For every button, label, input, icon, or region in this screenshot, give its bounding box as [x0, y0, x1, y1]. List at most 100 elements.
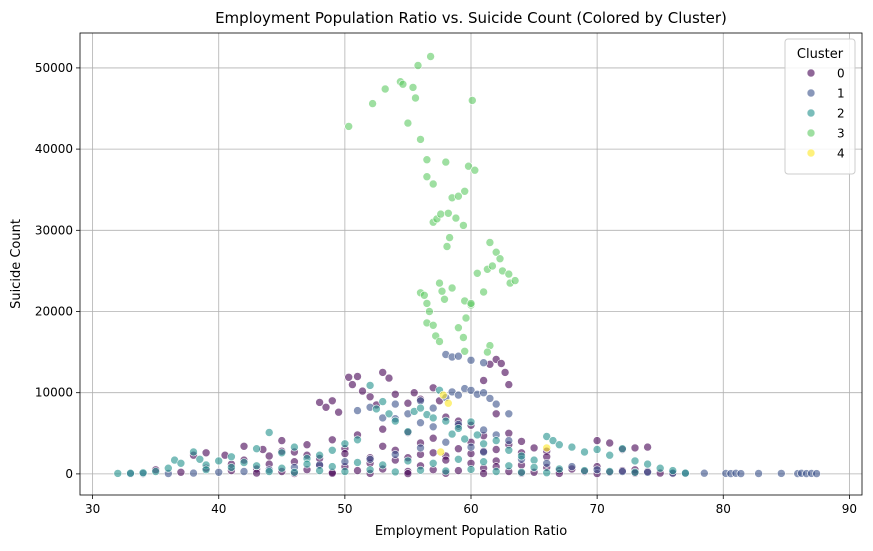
data-point-cluster-1: [567, 462, 577, 471]
data-point-cluster-3: [380, 84, 390, 94]
data-point-cluster-0: [176, 467, 186, 477]
data-point-cluster-2: [618, 444, 627, 454]
x-tick-label: 40: [211, 502, 226, 516]
data-point-cluster-0: [378, 368, 388, 377]
data-point-cluster-3: [436, 209, 446, 219]
data-point-cluster-2: [447, 429, 457, 439]
legend-box: [784, 38, 856, 175]
data-point-cluster-1: [365, 454, 375, 464]
data-point-cluster-2: [264, 467, 274, 476]
data-point-cluster-3: [428, 179, 438, 189]
x-tick-label: 80: [716, 502, 731, 516]
data-point-cluster-2: [441, 416, 451, 426]
data-point-cluster-1: [542, 458, 552, 468]
data-point-cluster-3: [461, 313, 471, 323]
legend-marker: [806, 148, 816, 158]
data-points: [113, 52, 821, 479]
data-point-cluster-2: [529, 455, 539, 465]
data-point-cluster-2: [529, 463, 539, 472]
data-point-cluster-3: [447, 283, 457, 293]
legend-marker: [806, 88, 816, 98]
data-point-cluster-1: [378, 413, 388, 423]
data-point-cluster-2: [517, 467, 526, 477]
data-point-cluster-0: [409, 388, 419, 398]
data-point-cluster-2: [580, 447, 589, 457]
data-point-cluster-0: [340, 449, 350, 458]
data-point-cluster-1: [479, 425, 488, 435]
data-point-cluster-3: [437, 286, 447, 296]
y-tick-label: 40000: [35, 142, 73, 156]
y-tick-label: 10000: [35, 386, 73, 400]
data-point-cluster-3: [422, 299, 432, 308]
data-point-cluster-2: [315, 466, 324, 475]
y-axis-ticks: 0 10000 20000 30000 40000 50000: [35, 61, 80, 481]
data-point-cluster-1: [214, 467, 223, 477]
data-point-cluster-0: [643, 442, 652, 452]
y-tick-label: 30000: [35, 223, 73, 237]
data-point-cluster-1: [189, 468, 198, 478]
data-point-cluster-2: [302, 459, 312, 469]
legend-marker: [806, 128, 816, 138]
data-point-cluster-3: [451, 213, 461, 223]
data-point-cluster-0: [334, 407, 343, 417]
data-point-cluster-3: [479, 287, 488, 297]
data-point-cluster-3: [495, 254, 505, 264]
data-point-cluster-2: [592, 445, 602, 454]
data-point-cluster-0: [428, 448, 438, 458]
data-point-cluster-3: [435, 337, 444, 346]
legend-items: 0 1 2 3 4: [806, 67, 845, 161]
data-point-cluster-3: [413, 61, 423, 70]
data-point-cluster-0: [252, 468, 261, 478]
x-tick-label: 30: [85, 502, 100, 516]
data-point-cluster-2: [227, 463, 236, 472]
data-point-cluster-0: [384, 373, 394, 383]
data-point-cluster-2: [504, 461, 514, 471]
x-axis-label: Employment Population Ratio: [375, 524, 567, 539]
data-point-cluster-1: [416, 396, 425, 406]
data-point-cluster-0: [239, 441, 249, 451]
data-point-cluster-3: [428, 320, 438, 330]
data-point-cluster-2: [290, 442, 299, 452]
data-point-cluster-2: [227, 452, 236, 462]
data-point-cluster-1: [428, 403, 438, 413]
data-point-cluster-2: [340, 439, 350, 449]
data-point-cluster-1: [454, 351, 463, 361]
data-point-cluster-2: [353, 435, 362, 445]
data-point-cluster-3: [411, 93, 420, 103]
data-point-cluster-2: [327, 462, 337, 471]
data-point-cluster-0: [327, 435, 337, 445]
data-point-cluster-4: [438, 390, 448, 400]
data-point-cluster-1: [428, 422, 438, 432]
data-point-cluster-1: [340, 457, 350, 467]
data-point-cluster-3: [464, 161, 473, 171]
data-point-cluster-2: [390, 467, 400, 477]
data-point-cluster-0: [504, 380, 514, 389]
data-point-cluster-2: [454, 454, 463, 464]
data-point-cluster-3: [454, 323, 463, 333]
data-point-cluster-3: [485, 238, 495, 247]
data-point-cluster-3: [442, 242, 452, 251]
data-point-cluster-1: [466, 385, 476, 395]
data-point-cluster-2: [164, 463, 173, 473]
y-axis-label: Suicide Count: [9, 219, 24, 309]
data-point-cluster-2: [277, 448, 287, 458]
data-point-cluster-1: [466, 355, 476, 365]
data-point-cluster-3: [466, 299, 476, 308]
data-point-cluster-0: [517, 437, 526, 446]
legend-label: 3: [837, 127, 845, 141]
data-point-cluster-2: [491, 467, 501, 476]
data-point-cluster-0: [302, 440, 312, 450]
data-point-cluster-2: [327, 445, 337, 455]
data-point-cluster-0: [592, 436, 602, 445]
data-point-cluster-0: [441, 455, 451, 465]
data-point-cluster-3: [472, 268, 482, 278]
data-point-cluster-2: [605, 467, 615, 476]
data-point-cluster-3: [440, 294, 449, 304]
data-point-cluster-2: [517, 451, 526, 461]
data-point-cluster-3: [460, 346, 470, 356]
data-point-cluster-0: [315, 398, 324, 407]
data-point-cluster-2: [491, 436, 501, 445]
data-point-cluster-2: [630, 456, 640, 466]
data-point-cluster-2: [390, 416, 400, 426]
data-point-cluster-3: [460, 187, 470, 196]
